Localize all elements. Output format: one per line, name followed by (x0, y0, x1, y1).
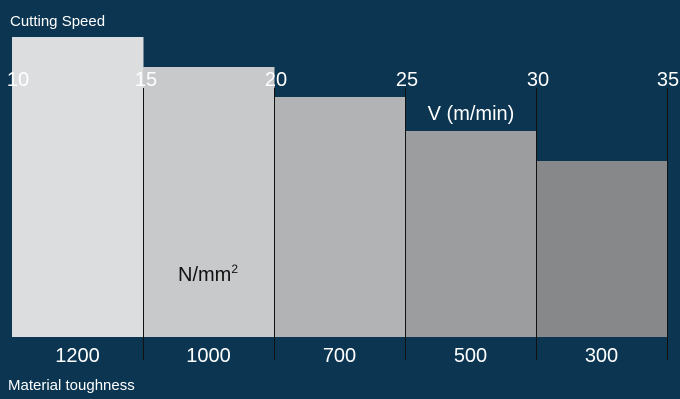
top-tick-label: 30 (527, 69, 549, 91)
category-label: 500 (454, 345, 487, 367)
unit-superscript: 2 (231, 262, 238, 276)
unit-label: N/mm2 (178, 262, 238, 286)
bar-300 (536, 161, 668, 337)
bar-700 (274, 97, 406, 337)
divider-lines (143, 88, 668, 360)
top-tick-labels: 10 15 20 25 30 35 (7, 69, 679, 91)
bar-500 (405, 131, 537, 337)
top-tick-label: 15 (135, 69, 157, 91)
category-label: 700 (323, 345, 356, 367)
top-tick-label: 10 (7, 69, 29, 91)
bar-1000 (143, 67, 275, 337)
unit-base: N/mm (178, 264, 231, 286)
top-tick-label: 25 (396, 69, 418, 91)
top-axis-label: V (m/min) (428, 103, 515, 125)
bar-1200 (12, 37, 144, 337)
chart-title: Cutting Speed (10, 13, 105, 30)
category-label: 300 (585, 345, 618, 367)
bars-layer (12, 37, 668, 337)
top-tick-label: 35 (657, 69, 679, 91)
category-label: 1200 (55, 345, 100, 367)
category-labels: 1200 1000 700 500 300 (55, 345, 618, 367)
bottom-axis-label: Material toughness (8, 377, 135, 394)
category-label: 1000 (186, 345, 231, 367)
top-tick-label: 20 (265, 69, 287, 91)
